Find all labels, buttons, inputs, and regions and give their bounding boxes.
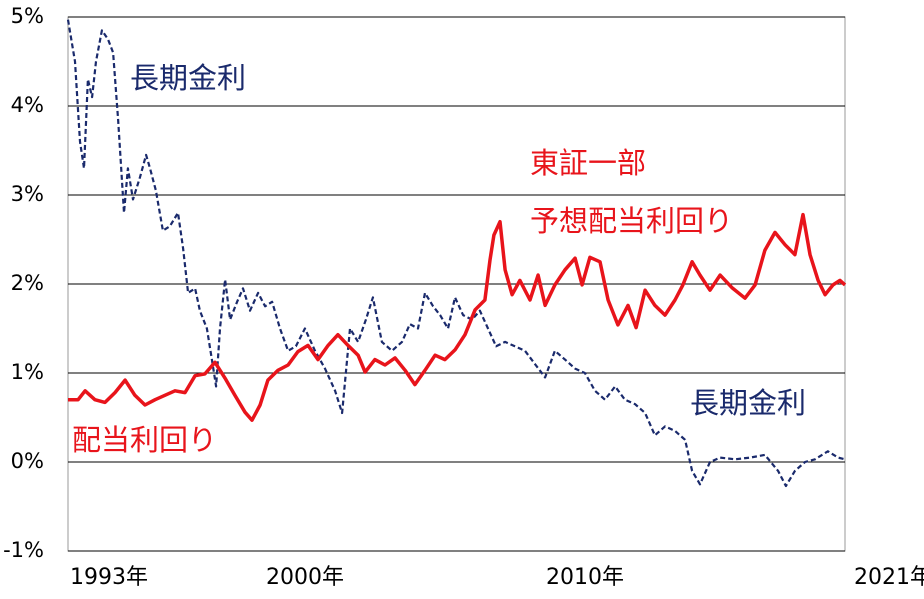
x-tick-label: 2000年 [266,565,344,590]
y-tick-label: -1% [3,538,44,562]
y-tick-label: 1% [11,360,44,384]
series-label: 配当利回り [72,423,217,457]
annotation: 東証一部 [530,146,646,180]
series-line [66,19,846,488]
y-tick-label: 3% [11,182,44,206]
x-tick-label: 2021年 [854,565,924,590]
series-label: 長期金利 [130,61,246,95]
y-tick-label: 4% [11,93,44,117]
y-tick-label: 2% [11,271,44,295]
y-tick-label: 5% [11,4,44,28]
annotation: 予想配当利回り [530,204,733,238]
x-tick-label: 2010年 [546,565,624,590]
annotation: 長期金利 [690,386,806,420]
series-line [68,212,847,422]
y-tick-label: 0% [11,449,44,473]
x-tick-label: 1993年 [70,565,148,590]
